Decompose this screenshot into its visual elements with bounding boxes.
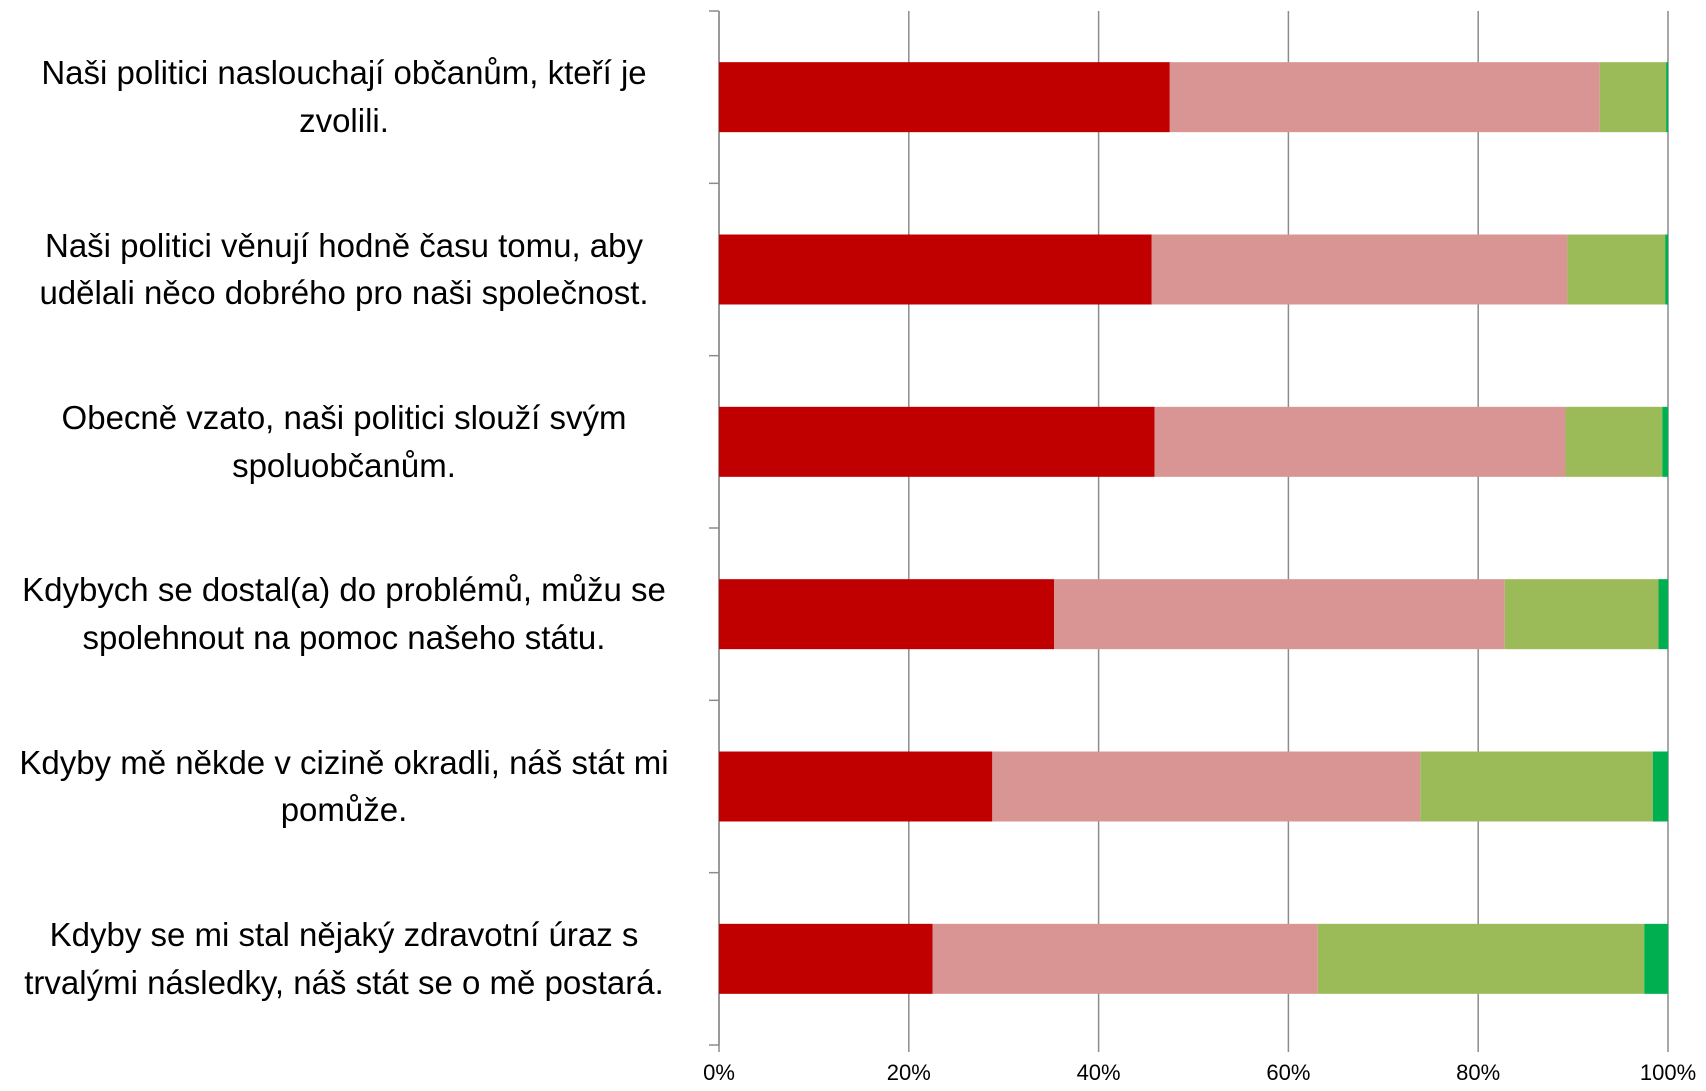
bar-segment [1658, 579, 1668, 650]
bar-segment [719, 923, 933, 994]
bar-segment [1567, 234, 1666, 305]
bar-segment [1652, 751, 1668, 822]
bar-segment [992, 751, 1421, 822]
bar-segment [1317, 923, 1645, 994]
bar-segment [1644, 923, 1668, 994]
category-label: Kdyby mě někde v cizině okradli, náš stá… [19, 743, 669, 829]
bar-segment [1053, 579, 1505, 650]
bar-segment [1565, 406, 1663, 477]
bar-segment [932, 923, 1318, 994]
category-label: Obecně vzato, naši politici slouží svým … [61, 398, 627, 484]
bar-segment [719, 751, 993, 822]
x-tick-label: 80% [1456, 1060, 1500, 1085]
bar-segment [719, 62, 1170, 133]
x-tick-label: 0% [703, 1060, 735, 1085]
x-tick-label: 60% [1266, 1060, 1310, 1085]
category-label: Kdyby se mi stal nějaký zdravotní úraz s… [24, 915, 664, 1001]
bar-segment [1665, 234, 1668, 305]
bar-segment [1420, 751, 1653, 822]
category-label: Kdybych se dostal(a) do problémů, můžu s… [22, 571, 666, 657]
x-tick-label: 40% [1077, 1060, 1121, 1085]
bar-segment [719, 579, 1054, 650]
bar-segment [1599, 62, 1667, 133]
x-tick-label: 20% [887, 1060, 931, 1085]
bar-segment [1169, 62, 1600, 133]
bar-segment [1154, 406, 1566, 477]
bar-segment [719, 234, 1152, 305]
bar-segment [1504, 579, 1659, 650]
bar-segment [1151, 234, 1568, 305]
bar-segment [1662, 406, 1668, 477]
x-tick-label: 100% [1640, 1060, 1696, 1085]
bar-segment [1666, 62, 1668, 133]
category-label: Naši politici věnují hodně času tomu, ab… [39, 226, 649, 312]
category-label: Naši politici naslouchají občanům, kteří… [41, 54, 647, 140]
bar-segment [719, 406, 1155, 477]
